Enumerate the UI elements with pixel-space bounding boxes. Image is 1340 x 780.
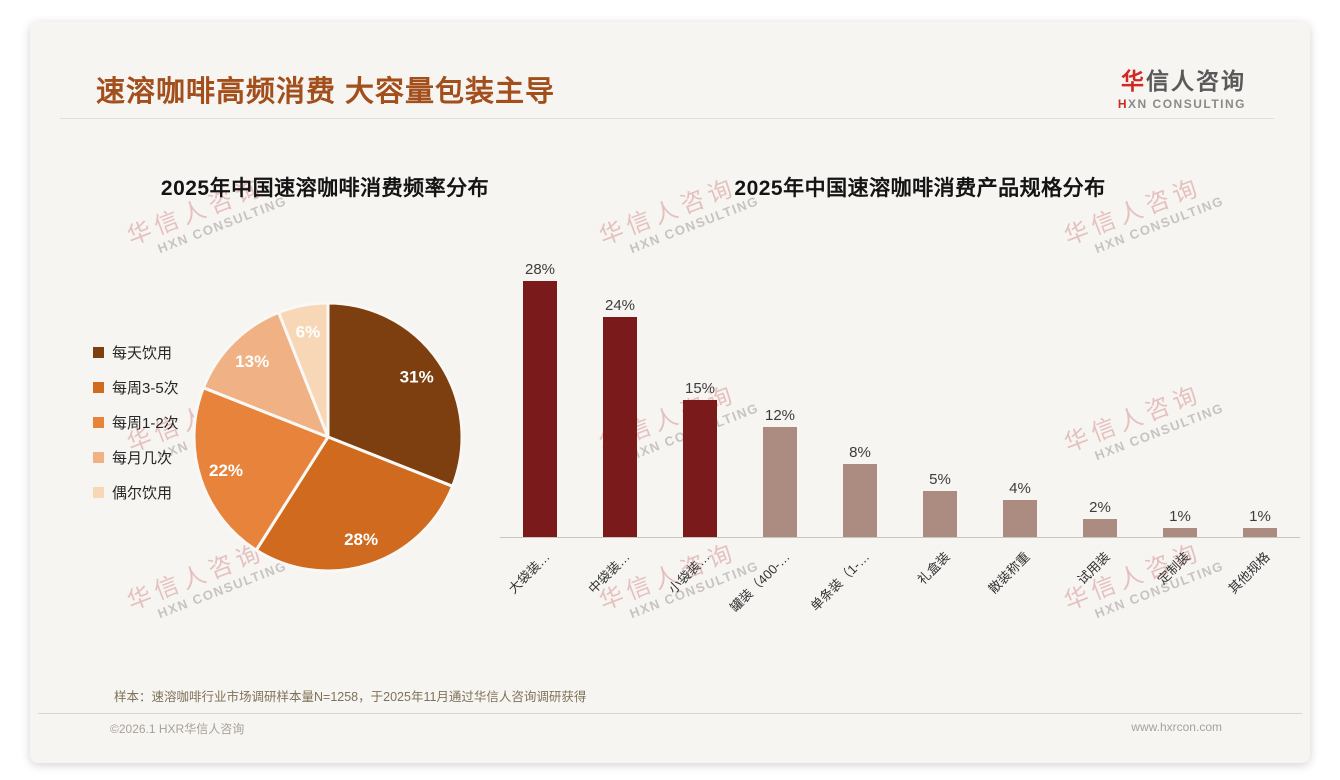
bar-x-label: 罐装（400-… bbox=[726, 549, 793, 615]
pie-legend: 每天饮用每周3-5次 每周1-2次 每月几次偶尔饮用 bbox=[93, 335, 179, 510]
slide-card: 华信人咨询 HXN CONSULTING 华信人咨询 HXN CONSULTING 华信… bbox=[30, 22, 1310, 763]
pie-data-label: 22% bbox=[209, 461, 243, 480]
pie-slice bbox=[201, 310, 330, 439]
pie-data-label: 31% bbox=[400, 368, 434, 387]
logo-en-text: XN CONSULTING bbox=[1128, 97, 1246, 111]
bar-data-label: 8% bbox=[849, 444, 871, 461]
legend-label: 每月几次 bbox=[112, 450, 173, 467]
bar-column: 4% 散装称重 bbox=[980, 248, 1060, 597]
legend-item: 每月几次 bbox=[93, 440, 179, 475]
legend-swatch bbox=[93, 347, 104, 358]
bar-data-label: 15% bbox=[684, 380, 716, 397]
logo-cn-accent: 华 bbox=[1121, 68, 1146, 94]
pie-slice bbox=[277, 301, 330, 439]
bar bbox=[843, 464, 877, 537]
website-url: www.hxrcon.com bbox=[1131, 720, 1222, 734]
logo-cn-text: 信人咨询 bbox=[1146, 68, 1246, 94]
bar bbox=[763, 427, 797, 537]
pie-slice bbox=[326, 301, 464, 488]
bar-column: 1% 定制装 bbox=[1140, 248, 1220, 587]
bar-column: 12% 罐装（400-… bbox=[727, 248, 820, 615]
logo-chinese: 华信人咨询 bbox=[1118, 62, 1246, 96]
bar-data-label: 1% bbox=[1249, 508, 1271, 525]
bar bbox=[1243, 528, 1277, 537]
bar bbox=[1083, 519, 1117, 537]
bar-data-label: 24% bbox=[604, 297, 636, 314]
bar bbox=[683, 400, 717, 537]
bar-chart-title: 2025年中国速溶咖啡消费产品规格分布 bbox=[734, 177, 1106, 200]
legend-item: 每周1-2次 bbox=[93, 405, 179, 440]
bar-column: 24% 中袋装… bbox=[580, 248, 660, 597]
logo-en-accent: H bbox=[1117, 97, 1129, 111]
legend-label: 每周3-5次 bbox=[112, 380, 179, 397]
bar-x-label: 其他规格 bbox=[1225, 549, 1273, 597]
page-title: 速溶咖啡高频消费 大容量包装主导 bbox=[96, 76, 556, 108]
bar-x-label: 大袋装… bbox=[505, 549, 553, 597]
legend-swatch bbox=[93, 382, 104, 393]
bar-x-label: 试用装 bbox=[1074, 549, 1113, 588]
watermark-en: HXN CONSULTING bbox=[155, 193, 289, 257]
pie-data-label: 13% bbox=[235, 352, 269, 371]
title-divider bbox=[60, 118, 1274, 119]
legend-label: 偶尔饮用 bbox=[112, 485, 173, 502]
bar-x-label: 散装称重 bbox=[985, 549, 1033, 597]
logo-english: HXN CONSULTING bbox=[1118, 97, 1246, 111]
legend-label: 每周1-2次 bbox=[112, 415, 179, 432]
bar-data-label: 4% bbox=[1009, 480, 1031, 497]
bar-column: 8% 单条装（1-… bbox=[808, 248, 900, 614]
legend-swatch bbox=[93, 487, 104, 498]
legend-item: 每周3-5次 bbox=[93, 370, 179, 405]
bar-x-label: 中袋装… bbox=[585, 549, 633, 597]
footer-divider bbox=[38, 713, 1302, 714]
bar-column: 15% 小袋装… bbox=[660, 248, 740, 597]
bar bbox=[923, 491, 957, 537]
bar-x-label: 礼盒装 bbox=[914, 549, 953, 588]
bar-column: 1% 其他规格 bbox=[1220, 248, 1300, 597]
copyright-text: ©2026.1 HXR华信人咨询 bbox=[110, 722, 245, 736]
bar-data-label: 12% bbox=[764, 407, 796, 424]
bar-chart: 28% 大袋装… 24% 中袋装… 15% 小袋装… 12% 罐装（400-… 8% 单条装（1-… bbox=[500, 248, 1300, 615]
bar bbox=[603, 317, 637, 537]
legend-item: 偶尔饮用 bbox=[93, 475, 179, 510]
bar bbox=[523, 281, 557, 537]
sample-note: 样本：速溶咖啡行业市场调研样本量N=1258，于2025年11月通过华信人咨询调… bbox=[114, 690, 587, 704]
bar-data-label: 28% bbox=[524, 261, 556, 278]
pie-data-label: 28% bbox=[344, 530, 378, 549]
company-logo: 华信人咨询 HXN CONSULTING bbox=[1118, 62, 1246, 111]
pie-chart: 31% 28% 22% 13% 6% bbox=[192, 301, 464, 573]
legend-swatch bbox=[93, 452, 104, 463]
bar bbox=[1003, 500, 1037, 537]
bar-x-label: 定制装 bbox=[1154, 549, 1193, 588]
pie-slice bbox=[254, 435, 455, 573]
pie-slice bbox=[192, 386, 330, 552]
bar-data-label: 2% bbox=[1089, 499, 1111, 516]
pie-data-label: 6% bbox=[296, 323, 321, 342]
legend-swatch bbox=[93, 417, 104, 428]
bar-column: 28% 大袋装… bbox=[500, 248, 580, 597]
bar-column: 5% 礼盒装 bbox=[900, 248, 980, 587]
bar-column: 2% 试用装 bbox=[1060, 248, 1140, 587]
bar-x-label: 单条装（1-… bbox=[807, 549, 873, 614]
pie-chart-title: 2025年中国速溶咖啡消费频率分布 bbox=[160, 177, 490, 200]
legend-label: 每天饮用 bbox=[112, 345, 173, 362]
legend-item: 每天饮用 bbox=[93, 335, 179, 370]
bar-data-label: 1% bbox=[1169, 508, 1191, 525]
bar-data-label: 5% bbox=[929, 471, 951, 488]
bar-x-label: 小袋装… bbox=[665, 549, 713, 597]
bar bbox=[1163, 528, 1197, 537]
